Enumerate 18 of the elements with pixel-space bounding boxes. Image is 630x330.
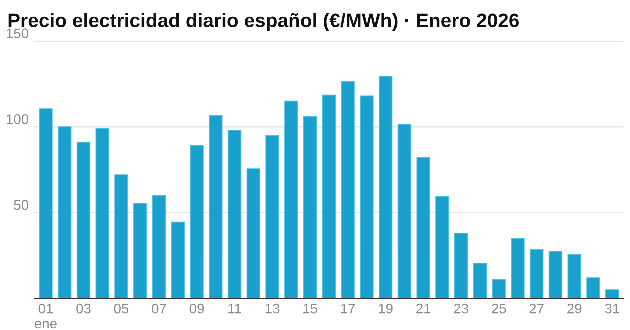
x-tick-label: 31 <box>605 304 620 314</box>
x-tick-label: 07 <box>152 304 166 314</box>
x-tick-label: 05 <box>114 304 129 314</box>
x-tick-label: 01 ene <box>34 304 57 329</box>
x-tick-label: 27 <box>530 304 544 314</box>
x-tick-label: 09 <box>190 304 204 314</box>
x-tick-label: 21 <box>416 304 431 314</box>
x-tick-label: 25 <box>492 304 506 314</box>
x-tick-label: 15 <box>304 304 318 314</box>
x-tick-label: 29 <box>568 304 582 314</box>
x-tick-label: 11 <box>228 304 242 314</box>
y-tick-label: 100 <box>6 114 29 124</box>
x-tick-label: 23 <box>454 304 468 314</box>
x-tick-label: 17 <box>341 304 356 314</box>
x-tick-label: 03 <box>76 304 91 314</box>
x-tick-label: 13 <box>266 304 280 314</box>
y-tick-label: 50 <box>14 200 29 210</box>
x-tick-label: 19 <box>379 304 393 314</box>
